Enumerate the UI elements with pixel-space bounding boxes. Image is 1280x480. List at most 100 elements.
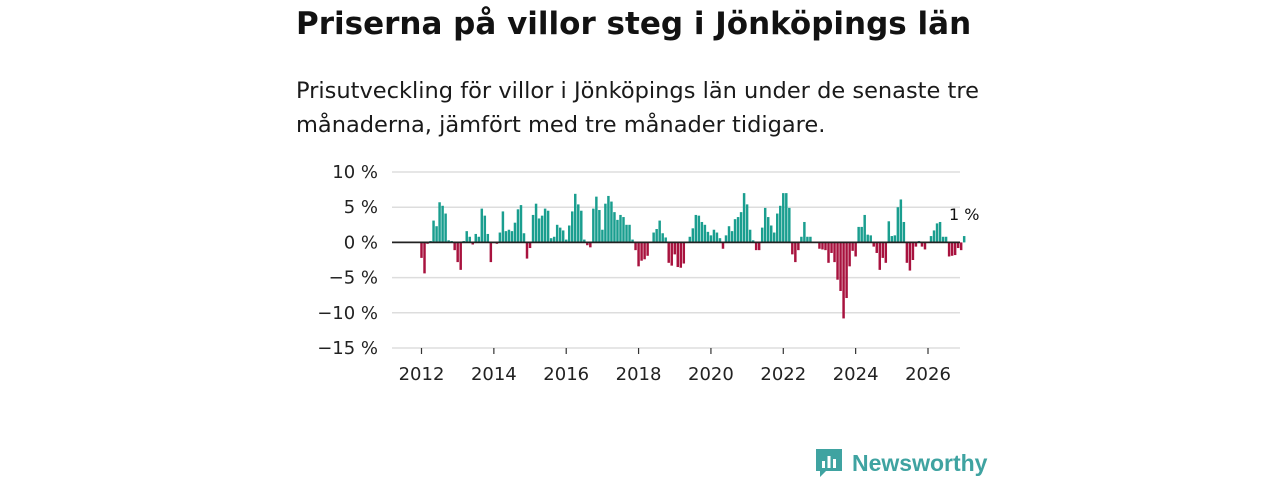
bar-positive — [534, 203, 538, 243]
bar-positive — [622, 217, 625, 243]
bar-positive — [788, 207, 791, 243]
bar-positive — [601, 229, 604, 243]
bar-positive — [760, 227, 764, 243]
bar-positive — [691, 228, 695, 243]
bar-positive — [688, 236, 692, 243]
y-axis: 10 % 5 % 0 % −5 % −10 % −15 % — [317, 162, 378, 359]
chart-subtitle: Prisutveckling för villor i Jönköpings l… — [296, 78, 979, 138]
bar-negative — [827, 242, 830, 263]
bar-negative — [884, 242, 888, 263]
bar-positive — [607, 195, 610, 243]
bar-negative — [459, 242, 462, 270]
bar-negative — [646, 242, 649, 256]
bar-positive — [628, 224, 631, 243]
y-tick-label: −5 % — [329, 268, 378, 289]
bar-positive — [543, 208, 547, 243]
bar-positive — [742, 193, 746, 243]
bar-positive — [763, 207, 767, 243]
bar-negative — [637, 242, 640, 267]
bar-positive — [655, 229, 658, 243]
bar-positive — [703, 224, 707, 243]
bar-positive — [444, 213, 447, 243]
newsworthy-logo[interactable]: Newsworthy — [814, 446, 987, 480]
bar-negative — [881, 242, 885, 258]
y-tick-label: 10 % — [332, 162, 378, 183]
bar-positive — [664, 237, 667, 243]
bar-positive — [552, 236, 556, 243]
bar-positive — [564, 239, 568, 243]
bar-positive — [697, 215, 701, 243]
bars — [420, 193, 966, 319]
bar-negative — [914, 242, 918, 247]
bar-chart-logo-icon — [816, 449, 842, 477]
annotations: 1 % — [949, 205, 979, 224]
bar-negative — [821, 242, 824, 250]
bar-negative — [673, 242, 676, 255]
bar-positive — [776, 213, 779, 243]
bar-positive — [730, 231, 734, 243]
bar-negative — [528, 242, 532, 249]
bar-negative — [851, 242, 854, 251]
bar-positive — [806, 236, 809, 243]
bar-negative — [953, 242, 957, 256]
bar-positive — [715, 232, 719, 243]
bar-negative — [640, 242, 643, 261]
bar-negative — [420, 242, 423, 258]
bar-positive — [863, 214, 866, 243]
bar-negative — [836, 242, 839, 280]
bar-positive — [571, 211, 574, 243]
bar-positive — [510, 231, 514, 243]
bar-positive — [613, 212, 616, 243]
chart-title: Priserna på villor steg i Jönköpings län — [296, 6, 972, 42]
bar-positive — [769, 225, 773, 243]
bar-positive — [580, 210, 583, 243]
x-tick-label: 2016 — [543, 364, 589, 385]
bar-positive — [700, 221, 704, 243]
bar-positive — [800, 236, 803, 243]
y-tick-label: −10 % — [317, 303, 378, 324]
bar-negative — [905, 242, 909, 263]
bar-positive — [504, 231, 508, 243]
bar-positive — [501, 211, 505, 243]
bar-negative — [923, 242, 927, 250]
bar-negative — [679, 242, 683, 268]
bar-positive — [860, 226, 863, 243]
bar-negative — [453, 242, 456, 251]
bar-negative — [797, 242, 800, 251]
y-tick-label: 5 % — [344, 197, 378, 218]
bar-negative — [908, 242, 912, 271]
bar-positive — [709, 235, 713, 243]
bar-positive — [610, 201, 613, 243]
bar-negative — [667, 242, 670, 263]
bar-positive — [567, 225, 571, 243]
bar-negative — [854, 242, 857, 257]
bar-positive — [604, 203, 607, 243]
bar-positive — [480, 208, 484, 243]
bar-negative — [721, 242, 725, 249]
bar-negative — [920, 242, 924, 247]
bar-negative — [791, 242, 794, 255]
bar-positive — [438, 202, 441, 243]
bar-positive — [652, 232, 655, 243]
bar-positive — [558, 227, 562, 243]
x-tick-label: 2026 — [905, 364, 951, 385]
bar-positive — [561, 230, 565, 243]
bar-positive — [468, 236, 471, 243]
bar-negative — [754, 242, 758, 251]
bar-positive — [574, 193, 577, 243]
bar-positive — [857, 226, 860, 243]
x-tick-label: 2018 — [616, 364, 662, 385]
bar-negative — [833, 242, 836, 263]
bar-negative — [956, 242, 960, 249]
bar-negative — [676, 242, 679, 268]
bar-positive — [537, 218, 541, 243]
bar-negative — [950, 242, 954, 256]
x-tick-label: 2014 — [471, 364, 517, 385]
bar-negative — [456, 242, 459, 263]
bar-negative — [875, 242, 878, 253]
bar-positive — [938, 221, 942, 243]
x-tick-label: 2020 — [688, 364, 734, 385]
bar-negative — [824, 242, 827, 251]
bar-positive — [546, 210, 550, 243]
